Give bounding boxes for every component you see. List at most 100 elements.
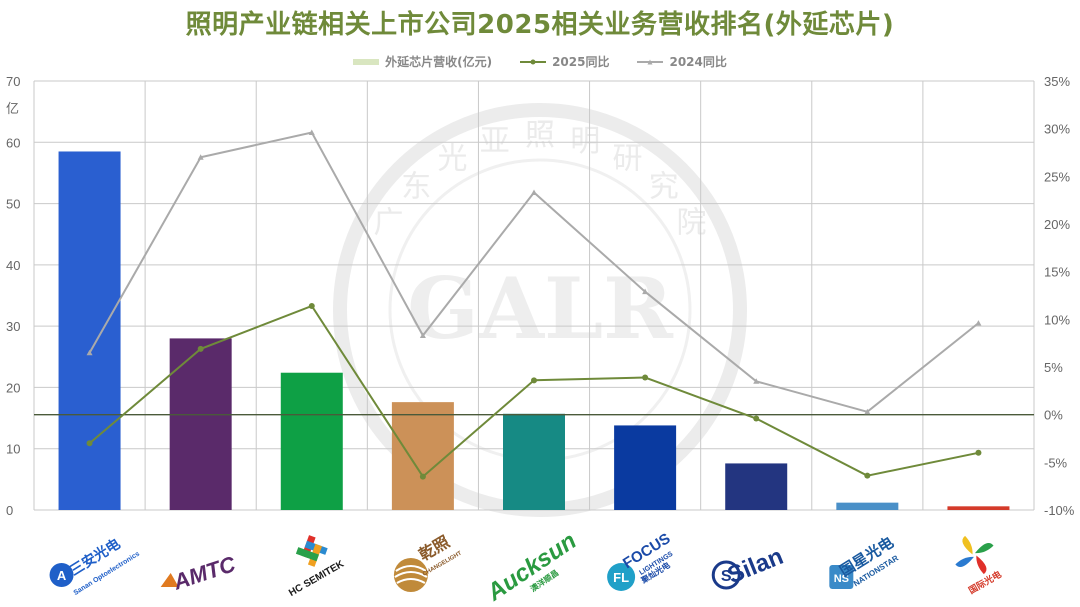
y-tick-label: 0 [6, 503, 13, 518]
line-series [86, 129, 982, 480]
bar [614, 425, 677, 510]
legend-swatch-revenue [353, 58, 380, 65]
sanan-emblem [49, 563, 74, 587]
line-point [753, 415, 760, 422]
line-point [86, 349, 93, 356]
hc-logo-name: HC SEMITEK [287, 558, 347, 599]
amtc-mark [160, 573, 179, 587]
line-point [531, 189, 537, 196]
bar [58, 151, 121, 510]
silan-ring-letter: S [721, 568, 732, 585]
y2-tick-label: 30% [1044, 122, 1070, 137]
y2-tick-label: -10% [1044, 503, 1075, 518]
line-point [642, 288, 649, 295]
watermark-char: 照 [525, 118, 555, 153]
line-point [308, 302, 315, 309]
y-tick-label: 20 [6, 380, 20, 395]
bar [169, 338, 232, 510]
hc-semitek-logo-icon: HC SEMITEK [287, 535, 347, 599]
line-point [531, 377, 537, 384]
pinwheel-blade [976, 555, 987, 575]
y-tick-label: 60 [6, 135, 20, 150]
y-axis-right: -10% -5% 0% 5% 10% 15% 20% 25% 30% 35% [1044, 74, 1075, 518]
line-point [419, 473, 426, 480]
focus-emblem-letters: FL [613, 570, 629, 585]
watermark: GALR广东光亚照明研究院 [333, 103, 747, 517]
y-tick-label: 70 [6, 74, 20, 89]
y2-tick-label: -5% [1044, 455, 1068, 470]
y2-tick-label: 0% [1044, 408, 1063, 423]
watermark-char: 明 [570, 124, 600, 159]
amtc-logo-name: AMTC [169, 551, 239, 595]
pinwheel-blade [974, 542, 994, 554]
line-point [864, 408, 871, 415]
legend-label-2024-yoy: 2024同比 [669, 55, 727, 69]
pinwheel-blade [962, 535, 973, 555]
y-tick-label: 40 [6, 258, 20, 273]
line-point [419, 332, 426, 339]
legend-label-2025-yoy: 2025同比 [552, 55, 610, 69]
y-axis-left: 0 10 20 30 40 50 60 70 亿 [6, 74, 20, 518]
line-point [753, 378, 760, 384]
pinwheel-logo-icon: 国际光电 [955, 535, 1004, 597]
line-point [975, 449, 982, 456]
bar-series [58, 151, 1010, 510]
sanan-emblem-letter: A [57, 568, 67, 583]
line-point [864, 472, 871, 479]
chart-title: 照明产业链相关上市公司2025相关业务营收排名(外延芯片) [185, 10, 895, 40]
line-point [308, 129, 315, 135]
y2-tick-label: 20% [1044, 217, 1070, 232]
line-point [197, 345, 204, 352]
hc-petal [295, 547, 319, 562]
legend-swatch-2025-yoy [520, 59, 547, 64]
y2-tick-label: 10% [1044, 312, 1070, 327]
watermark-char: 亚 [480, 124, 510, 159]
watermark-char: 究 [649, 169, 679, 204]
legend-item-revenue[interactable]: 外延芯片营收(亿元) [353, 53, 492, 70]
pinwheel-blade [955, 556, 974, 568]
watermark-char: 院 [677, 206, 707, 241]
y2-tick-label: 25% [1044, 169, 1070, 184]
legend-swatch-2024-yoy [637, 59, 664, 64]
y-tick-label: 30 [6, 319, 20, 334]
line-point [975, 320, 982, 326]
focus-emblem [607, 563, 636, 591]
watermark-text: GALR [407, 259, 674, 358]
bar [725, 463, 788, 510]
watermark-char: 东 [401, 169, 431, 204]
legend-label-revenue: 外延芯片营收(亿元) [385, 55, 493, 69]
legend-item-2025-yoy[interactable]: 2025同比 [520, 53, 609, 70]
qianzhao-globe [393, 558, 428, 592]
y-tick-label: 10 [6, 442, 20, 457]
y-tick-label: 50 [6, 197, 20, 212]
legend-item-2024-yoy[interactable]: 2024同比 [637, 53, 727, 70]
silan-logo-name: Silan [724, 543, 787, 590]
watermark-char: 光 [438, 141, 468, 176]
amtc-logo-icon: AMTC [160, 551, 239, 595]
bar [947, 506, 1010, 510]
bar [280, 372, 343, 510]
line-point [197, 154, 204, 160]
chart-legend: 外延芯片营收(亿元) 2025同比 2024同比 [0, 53, 1080, 70]
line-point [86, 440, 93, 447]
aucksun-logo-name: Aucksun [481, 527, 581, 607]
silan-ring [711, 560, 741, 590]
watermark-char: 研 [613, 141, 643, 176]
qianzhao-globe-lines [394, 565, 428, 584]
y2-tick-label: 35% [1044, 74, 1070, 89]
bar [391, 402, 454, 510]
watermark-char: 广 [373, 206, 403, 241]
bar [836, 502, 899, 510]
line-point [642, 374, 649, 381]
y2-tick-label: 5% [1044, 360, 1063, 375]
bar [503, 413, 565, 510]
nationstar-emblem-letters: NS [834, 573, 849, 585]
